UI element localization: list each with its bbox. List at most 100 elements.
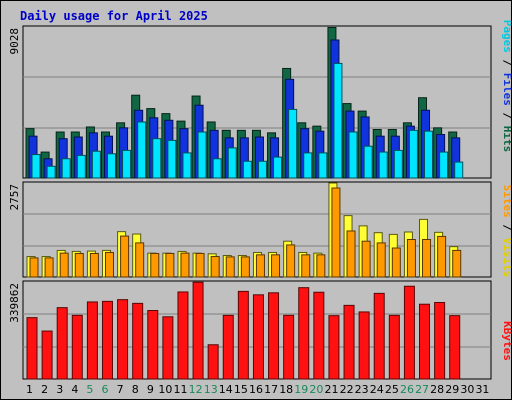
bar-kbytes — [283, 314, 295, 380]
bar-pages — [91, 150, 101, 179]
bar-sites — [316, 254, 326, 278]
bar-kbytes — [313, 291, 325, 380]
x-tick-label: 27 — [415, 383, 429, 396]
bar-pages — [182, 152, 192, 179]
bar-pages — [31, 154, 41, 179]
bar-pages — [318, 152, 328, 179]
x-tick-label: 26 — [400, 383, 414, 396]
x-tick-label: 16 — [249, 383, 263, 396]
bar-kbytes — [358, 311, 370, 380]
bar-kbytes — [147, 310, 159, 380]
bar-pages — [288, 108, 298, 179]
x-tick-label: 7 — [117, 383, 124, 396]
bar-kbytes — [71, 314, 83, 380]
legend-sites: Sites — [501, 185, 511, 218]
bar-pages — [363, 145, 373, 179]
bar-sites — [391, 247, 401, 278]
bar-kbytes — [86, 301, 98, 380]
legend-kbytes: KBytes — [501, 321, 511, 361]
bar-pages — [424, 130, 434, 179]
bar-sites — [376, 242, 386, 278]
y-max-label: 2757 — [8, 184, 21, 211]
bar-pages — [408, 129, 418, 179]
bar-pages — [227, 147, 237, 179]
legend-separator: / — [501, 53, 511, 73]
bar-pages — [152, 138, 162, 179]
legend-hits: Hits — [501, 126, 511, 153]
bar-pages — [454, 161, 464, 179]
x-tick-label: 23 — [355, 383, 369, 396]
bar-pages — [137, 121, 147, 179]
bar-sites — [89, 252, 99, 278]
bar-pages — [393, 149, 403, 179]
page-title: Daily usage for April 2025 — [20, 9, 208, 23]
hits-files-pages-legend: Pages / Files / Hits — [501, 20, 511, 153]
bar-sites — [452, 249, 462, 278]
bar-sites — [104, 251, 114, 278]
bar-pages — [273, 156, 283, 179]
bar-kbytes — [268, 292, 280, 380]
bar-pages — [46, 165, 56, 179]
bar-pages — [257, 160, 267, 179]
y-max-label: 339862 — [8, 283, 21, 323]
bar-sites — [210, 256, 220, 278]
x-tick-label: 2 — [41, 383, 48, 396]
legend-pages: Pages — [501, 20, 511, 53]
bar-kbytes — [177, 291, 189, 380]
x-tick-label: 5 — [86, 383, 93, 396]
bar-pages — [348, 131, 358, 179]
x-tick-label: 4 — [71, 383, 78, 396]
bar-kbytes — [41, 330, 53, 380]
x-tick-label: 22 — [340, 383, 354, 396]
bar-pages — [212, 158, 222, 179]
bar-kbytes — [132, 302, 144, 380]
bar-sites — [165, 252, 175, 278]
bar-kbytes — [434, 302, 446, 380]
kbytes-legend: KBytes — [501, 321, 511, 361]
bar-pages — [61, 158, 71, 179]
x-tick-label: 9 — [147, 383, 154, 396]
bar-kbytes — [162, 316, 174, 380]
bar-kbytes — [388, 314, 400, 380]
bar-sites — [437, 235, 447, 278]
bar-pages — [378, 151, 388, 179]
bar-kbytes — [403, 285, 415, 380]
bar-pages — [122, 149, 132, 179]
bar-sites — [120, 235, 130, 278]
x-tick-label: 20 — [309, 383, 323, 396]
bar-sites — [135, 242, 145, 278]
bar-sites — [195, 252, 205, 278]
bar-kbytes — [117, 299, 129, 380]
x-tick-label: 11 — [174, 383, 188, 396]
bar-pages — [76, 154, 86, 179]
bar-pages — [167, 139, 177, 179]
legend-separator: / — [501, 106, 511, 126]
bar-sites — [331, 187, 341, 278]
x-tick-label: 6 — [102, 383, 109, 396]
x-tick-label: 13 — [204, 383, 218, 396]
bar-kbytes — [101, 300, 113, 380]
x-tick-label: 17 — [264, 383, 278, 396]
bar-kbytes — [449, 315, 461, 380]
bar-kbytes — [56, 307, 68, 380]
bar-sites — [59, 252, 69, 278]
x-tick-label: 10 — [158, 383, 172, 396]
legend-files: Files — [501, 73, 511, 106]
x-tick-label: 30 — [460, 383, 474, 396]
x-tick-label: 15 — [234, 383, 248, 396]
x-tick-label: 8 — [132, 383, 139, 396]
x-tick-label: 1 — [26, 383, 33, 396]
bar-kbytes — [222, 314, 234, 380]
bar-kbytes — [192, 281, 204, 380]
x-tick-label: 19 — [294, 383, 308, 396]
bar-kbytes — [207, 344, 219, 380]
x-tick-label: 24 — [370, 383, 384, 396]
bar-sites — [286, 244, 296, 278]
bar-pages — [439, 151, 449, 179]
y-max-label: 9028 — [8, 28, 21, 55]
bar-sites — [225, 256, 235, 278]
bar-pages — [106, 153, 116, 179]
bar-sites — [180, 252, 190, 278]
